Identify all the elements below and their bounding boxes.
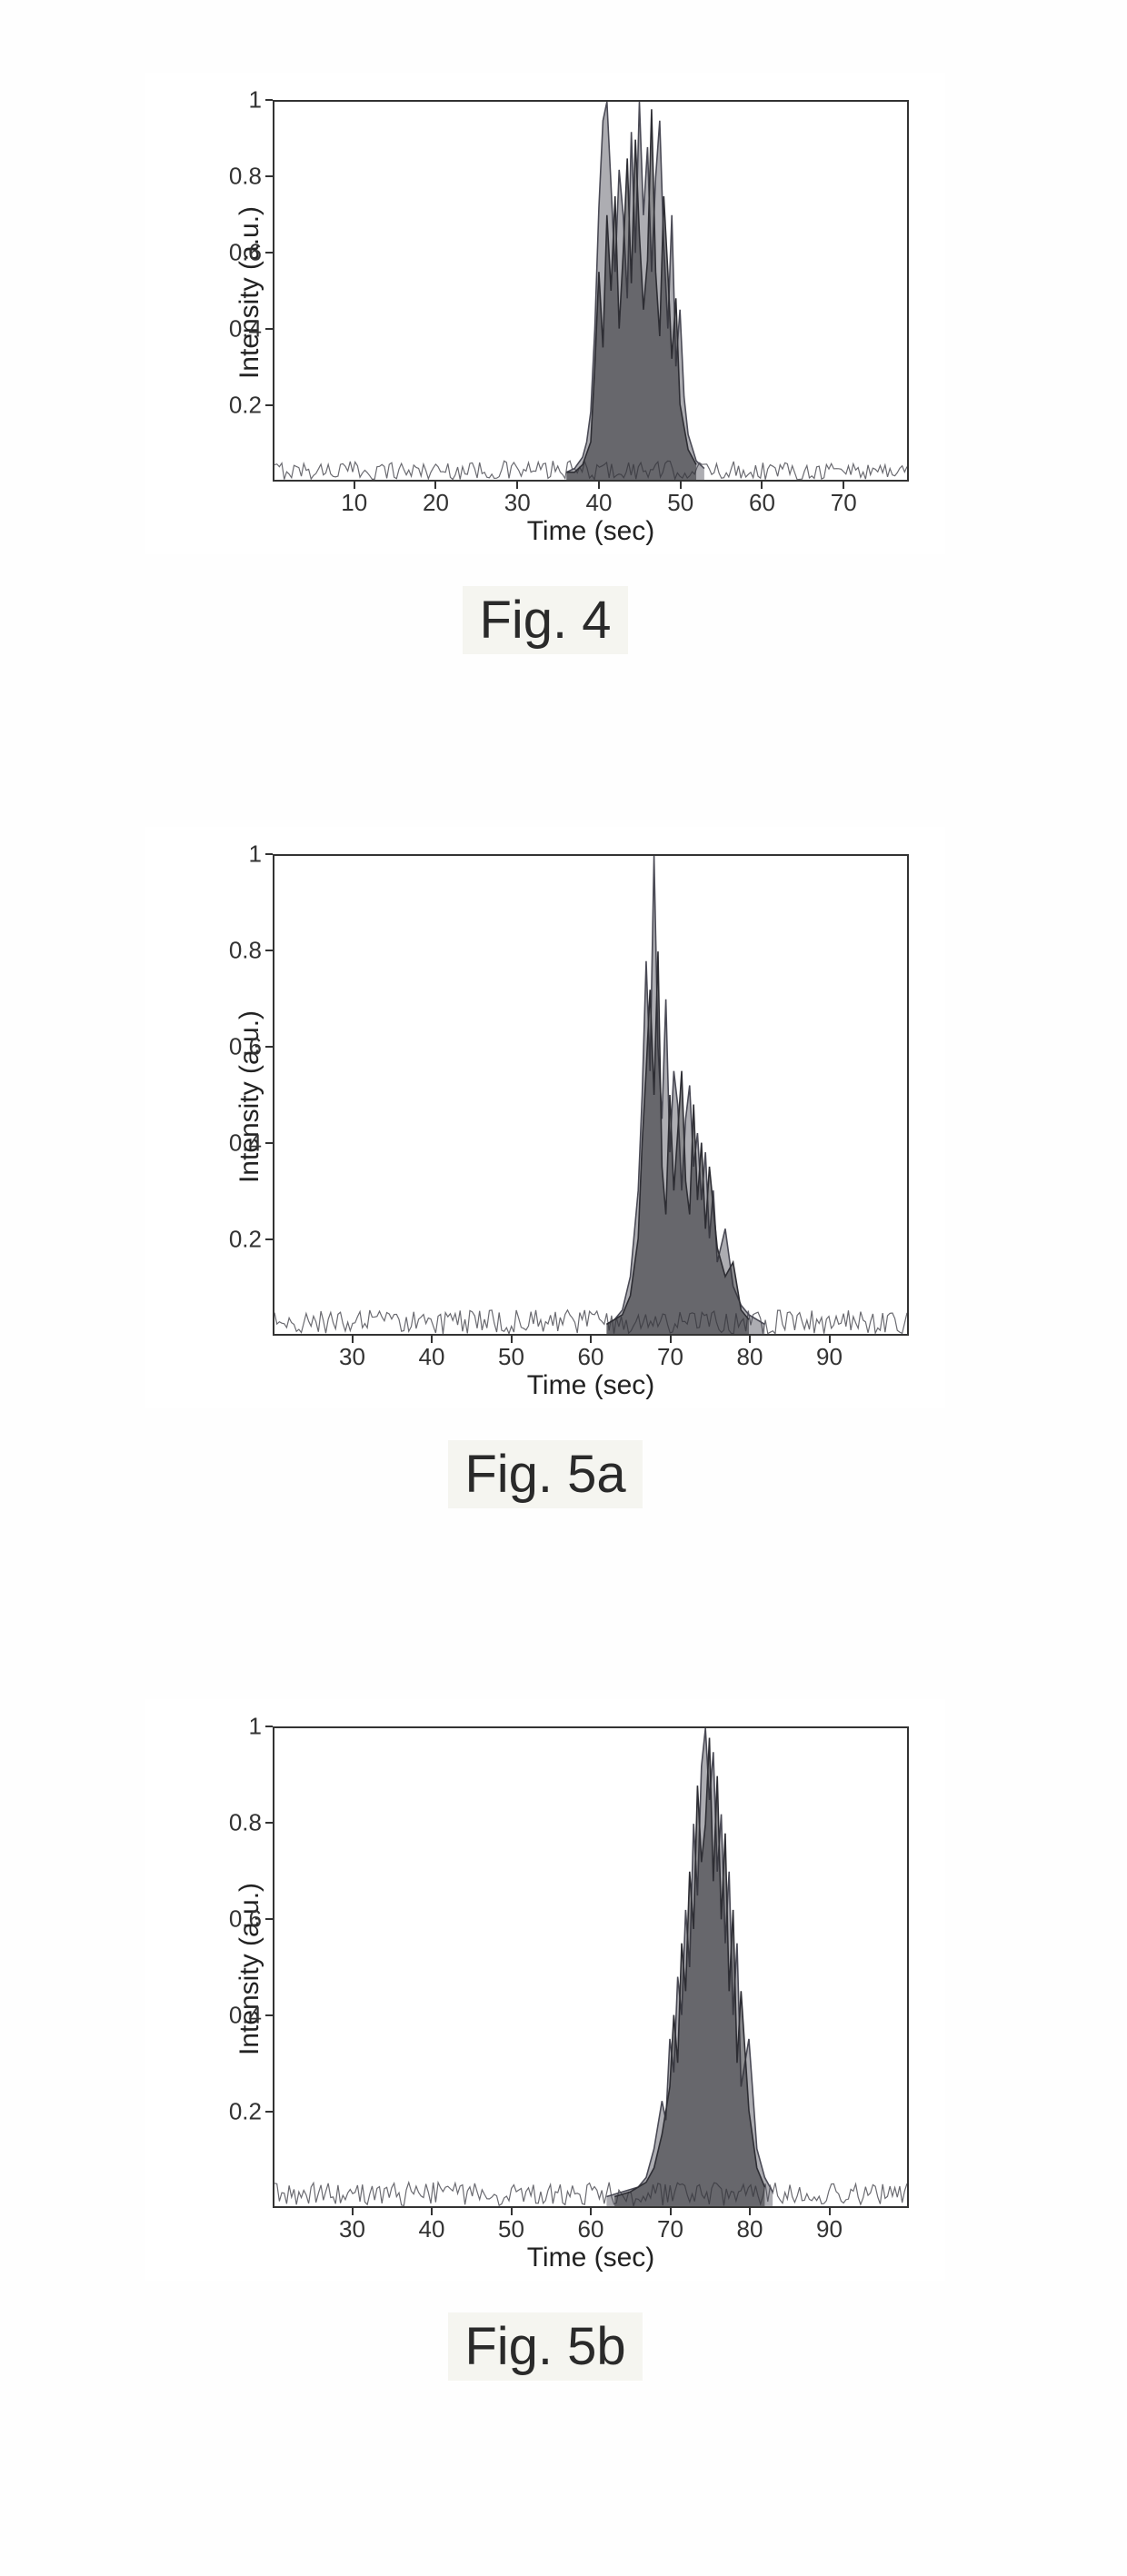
fig4-xtick-label: 70 [831,489,857,517]
fig4-xtick-mark [354,482,355,489]
fig5a-ytick-mark [265,950,273,951]
fig5b-xtick-mark [431,2208,433,2215]
fig4-ytick-mark [265,404,273,406]
fig5a-xtick-mark [352,1336,354,1343]
fig5b-ytick-mark [265,2111,273,2113]
fig5a-xtick-label: 60 [578,1343,604,1371]
fig5b-ytick-mark [265,1726,273,1727]
fig5a-ytick-mark [265,1046,273,1048]
fig5b-xtick-label: 70 [657,2215,683,2243]
fig4-xtick-label: 60 [749,489,775,517]
fig5b-xlabel: Time (sec) [518,2243,663,2273]
fig4-ytick-label: 0.2 [229,392,262,420]
fig5b-xtick-label: 60 [578,2215,604,2243]
fig5b-xtick-label: 50 [498,2215,524,2243]
fig5b-xtick-label: 90 [816,2215,843,2243]
fig5b-block: Intensity (a.u.)Time (sec)30405060708090… [145,1699,945,2381]
fig4-xtick-label: 30 [504,489,531,517]
fig5a-xtick-mark [431,1336,433,1343]
fig4-xtick-mark [598,482,600,489]
fig4-xtick-mark [680,482,682,489]
fig5b-ytick-label: 0.8 [229,1809,262,1837]
fig4-ytick-label: 0.6 [229,239,262,267]
fig5a-noise-trace [274,1310,907,1334]
fig5b-ytick-label: 0.4 [229,2002,262,2030]
fig5b-frame: Intensity (a.u.)Time (sec)30405060708090… [145,1699,945,2281]
fig5b-noise-trace [274,2183,907,2206]
fig4-xtick-mark [843,482,844,489]
fig4-ytick-mark [265,252,273,254]
fig5b-data-svg [274,1728,907,2206]
fig5a-xtick-label: 70 [657,1343,683,1371]
fig5b-series-1-fill [614,1738,764,2206]
fig5a-caption: Fig. 5a [448,1440,642,1508]
fig5a-ytick-label: 1 [249,840,262,869]
fig4-frame: Intensity (a.u.) Time (sec) 10 20 30 40 50 60 70… [145,73,945,554]
fig5a-xtick-label: 90 [816,1343,843,1371]
fig5a-frame: Intensity (a.u.)Time (sec)30405060708090… [145,827,945,1408]
fig5b-xtick-label: 80 [737,2215,763,2243]
fig5b-ytick-mark [265,1822,273,1824]
fig5b-xtick-mark [352,2208,354,2215]
fig4-data-svg [274,102,907,480]
fig5b-xtick-mark [829,2208,831,2215]
fig4-ylabel: Intensity (a.u.) [234,206,265,379]
fig4-xtick-label: 20 [423,489,449,517]
fig5b-ytick-label: 0.6 [229,1905,262,1934]
fig4-xtick-label: 10 [341,489,367,517]
fig5a-data-svg [274,856,907,1334]
fig5b-xtick-mark [511,2208,513,2215]
fig4-ytick-label: 0.8 [229,163,262,191]
fig5a-ytick-mark [265,1238,273,1240]
fig4-block: Intensity (a.u.) Time (sec) 10 20 30 40 50 60 70… [145,73,945,654]
fig5b-plot-area [273,1726,909,2208]
fig5a-xtick-label: 40 [419,1343,445,1371]
fig5a-xtick-mark [749,1336,751,1343]
fig5b-xtick-mark [749,2208,751,2215]
fig4-ytick-mark [265,328,273,330]
fig5a-ytick-label: 0.2 [229,1226,262,1254]
fig4-xtick-mark [761,482,763,489]
fig5a-xtick-mark [511,1336,513,1343]
fig5a-xtick-mark [829,1336,831,1343]
fig4-ytick-label: 0.4 [229,315,262,343]
fig5a-xtick-label: 30 [339,1343,365,1371]
fig4-xtick-label: 40 [586,489,613,517]
fig5a-ytick-label: 0.4 [229,1129,262,1158]
fig5a-plot-area [273,854,909,1336]
fig5b-ytick-label: 0.2 [229,2098,262,2126]
fig5b-xtick-mark [590,2208,592,2215]
fig4-xtick-label: 50 [667,489,693,517]
fig4-xtick-mark [434,482,436,489]
fig4-caption: Fig. 4 [463,586,627,654]
fig4-ytick-mark [265,99,273,101]
fig5a-xtick-label: 50 [498,1343,524,1371]
fig4-ytick-mark [265,175,273,177]
fig5b-xtick-label: 40 [419,2215,445,2243]
fig5a-block: Intensity (a.u.)Time (sec)30405060708090… [145,827,945,1508]
fig5b-ytick-mark [265,2014,273,2016]
fig4-xlabel: Time (sec) [518,516,663,547]
fig5a-xtick-mark [670,1336,672,1343]
fig4-xtick-mark [516,482,518,489]
fig5a-ytick-label: 0.8 [229,937,262,965]
fig5a-ytick-mark [265,1142,273,1144]
fig4-ytick-label: 1 [249,86,262,114]
fig5b-caption: Fig. 5b [448,2312,642,2381]
fig5a-ytick-label: 0.6 [229,1033,262,1061]
fig5b-ytick-mark [265,1918,273,1920]
fig5b-xtick-label: 30 [339,2215,365,2243]
fig4-plot-area [273,100,909,482]
fig5a-xtick-label: 80 [737,1343,763,1371]
fig5b-ytick-label: 1 [249,1713,262,1741]
fig5a-xlabel: Time (sec) [518,1370,663,1401]
fig5a-xtick-mark [590,1336,592,1343]
fig5a-ytick-mark [265,853,273,855]
fig5b-xtick-mark [670,2208,672,2215]
